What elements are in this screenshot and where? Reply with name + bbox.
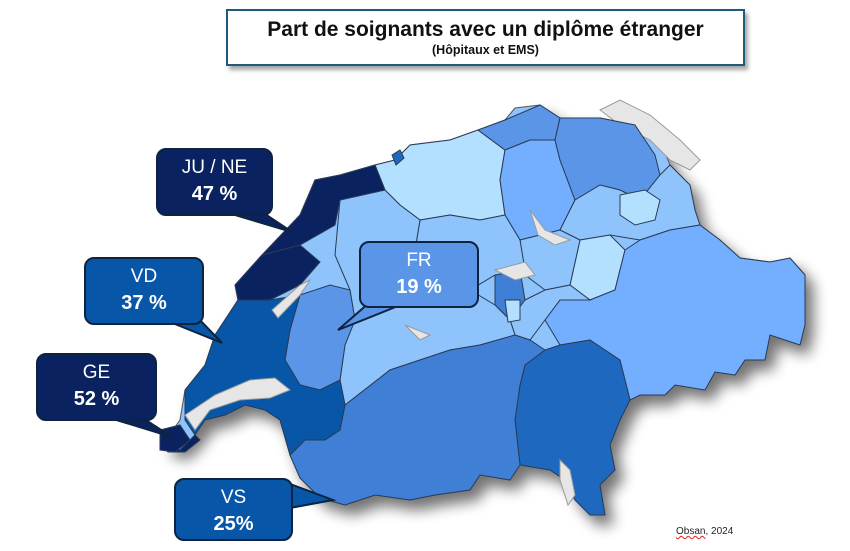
source-credit: Obsan, 2024 [676, 526, 733, 537]
lake-lucerne [493, 261, 536, 281]
canton-appenzell [619, 189, 661, 226]
callout-vs: VS 25% [174, 478, 293, 541]
canton-valais [289, 334, 546, 506]
map-subtitle: (Hôpitaux et EMS) [432, 43, 539, 57]
title-box: Part de soignants avec un diplôme étrang… [226, 9, 745, 66]
callout-canton: VD [130, 266, 158, 287]
callout-canton: VS [220, 487, 247, 508]
callout-value: 52 % [73, 388, 120, 410]
callout-ge: GE 52 % [36, 353, 157, 421]
callout-canton: JU / NE [181, 157, 248, 178]
source-name: Obsan [676, 526, 706, 537]
callout-ju-ne: JU / NE 47 % [156, 148, 273, 216]
callout-vd: VD 37 % [84, 257, 204, 325]
canton-jura [260, 164, 386, 256]
lake-zurich [529, 209, 572, 246]
callout-value: 37 % [121, 292, 167, 314]
callout-value: 47 % [191, 183, 238, 205]
callout-fr: FR 19 % [359, 241, 479, 308]
callout-canton: GE [82, 362, 111, 383]
map-title: Part de soignants avec un diplôme étrang… [267, 18, 704, 41]
callout-canton: FR [406, 250, 432, 271]
source-year: , 2024 [705, 526, 734, 537]
canton-zug [504, 299, 521, 323]
lake-thun [404, 324, 432, 341]
callout-value: 25% [213, 513, 254, 535]
lake-geneva [184, 377, 291, 431]
canton-basel-stadt [391, 149, 405, 166]
lake-neuchatel [271, 278, 312, 319]
canton-neuchatel [234, 244, 321, 301]
callout-value: 19 % [396, 276, 442, 298]
canton-geneva-body [159, 424, 191, 453]
lake-maggiore [559, 458, 576, 507]
